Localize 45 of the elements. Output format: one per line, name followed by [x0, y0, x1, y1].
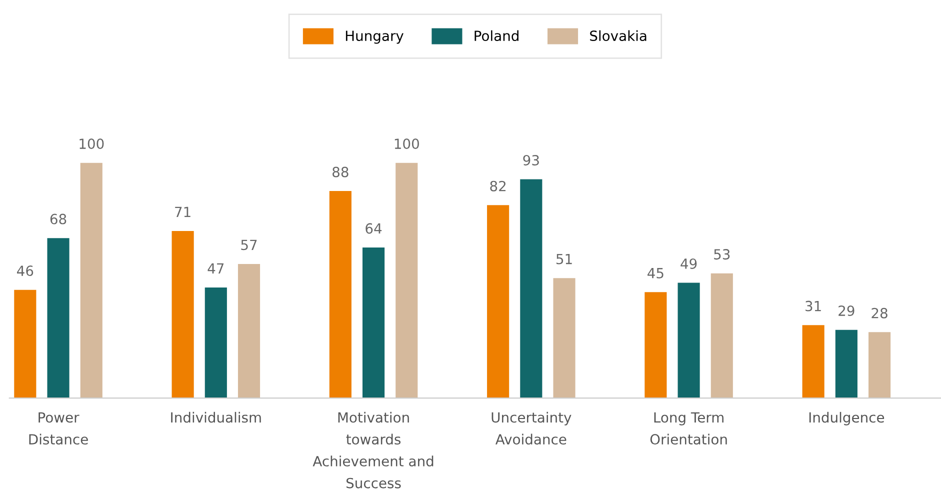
legend-label: Hungary — [346, 30, 404, 44]
data-label: 68 — [50, 214, 66, 224]
data-label: 49 — [680, 258, 697, 269]
bar — [487, 205, 510, 398]
x-tick-label: Long Term Orientation — [650, 412, 727, 445]
bar — [238, 264, 260, 398]
bar — [362, 247, 385, 398]
data-label: 29 — [838, 306, 854, 316]
bar — [80, 162, 102, 398]
data-label: 45 — [648, 268, 664, 278]
data-label: 57 — [241, 240, 257, 250]
bar — [678, 282, 700, 398]
data-label: 82 — [490, 180, 506, 192]
x-tick-label: Power Distance — [29, 412, 88, 445]
data-label: 71 — [175, 206, 190, 218]
data-label: 51 — [556, 254, 572, 264]
data-label: 46 — [17, 266, 34, 276]
data-label: 100 — [80, 138, 104, 150]
data-label: 47 — [208, 263, 224, 274]
data-label: 28 — [872, 308, 888, 318]
bar — [835, 330, 858, 398]
bar — [172, 231, 194, 398]
bar — [47, 238, 70, 398]
data-label: 31 — [806, 300, 821, 312]
bar — [710, 273, 733, 398]
bar — [802, 325, 824, 398]
x-tick-label: Indulgence — [809, 412, 884, 426]
data-label: 93 — [523, 154, 539, 166]
bar — [204, 287, 227, 398]
data-label: 64 — [366, 223, 382, 234]
bar — [868, 332, 891, 398]
data-label: 53 — [714, 249, 730, 260]
bar — [396, 162, 418, 398]
x-tick-label: Motivation towards Achievement and Success — [312, 412, 434, 488]
bar — [14, 290, 36, 398]
data-label: 88 — [332, 166, 348, 178]
bar — [520, 179, 542, 398]
data-label: 100 — [394, 138, 419, 150]
bar — [553, 278, 576, 398]
bar — [644, 292, 667, 398]
x-tick-label: Individualism — [171, 412, 261, 423]
legend-label: Poland — [474, 30, 518, 42]
legend-label: Slovakia — [590, 30, 646, 42]
bar — [329, 191, 352, 398]
x-tick-label: Uncertainty Avoidance — [492, 412, 572, 445]
